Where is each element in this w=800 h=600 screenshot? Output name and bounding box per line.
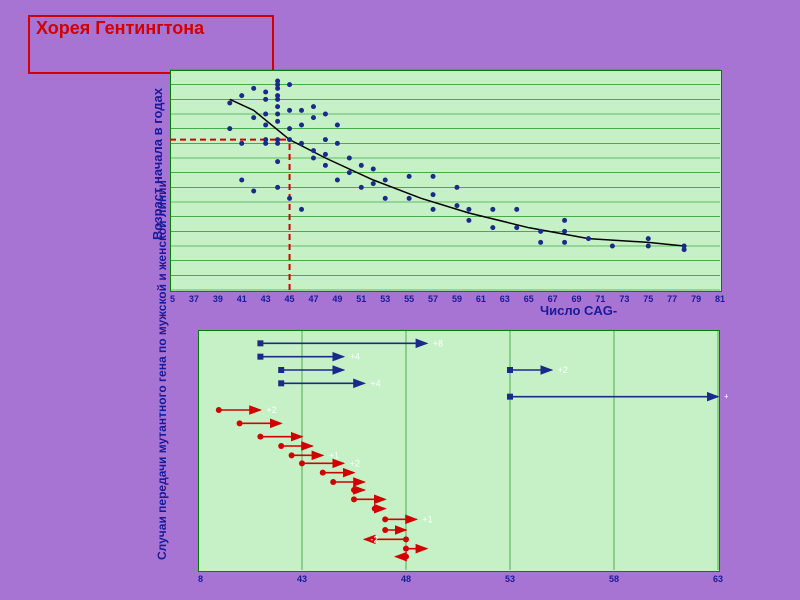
svg-text:49: 49 xyxy=(332,294,342,304)
svg-text:45: 45 xyxy=(285,294,295,304)
svg-text:51: 51 xyxy=(356,294,366,304)
svg-text:38: 38 xyxy=(198,574,203,584)
svg-text:43: 43 xyxy=(297,574,307,584)
top-xlabel: Число CAG- xyxy=(540,303,617,318)
svg-text:57: 57 xyxy=(428,294,438,304)
svg-text:55: 55 xyxy=(404,294,414,304)
svg-text:63: 63 xyxy=(713,574,723,584)
top-chart-svg: 0481216202428323640444852566035373941434… xyxy=(170,66,730,306)
svg-text:53: 53 xyxy=(380,294,390,304)
svg-text:59: 59 xyxy=(452,294,462,304)
svg-text:41: 41 xyxy=(237,294,247,304)
page-title: Хорея Гентингтона xyxy=(36,18,204,38)
svg-text:+1: +1 xyxy=(329,450,339,460)
bottom-ylabel: Случаи передачи мутантного гена по мужск… xyxy=(155,180,169,560)
svg-text:+1: +1 xyxy=(422,514,432,524)
svg-text:79: 79 xyxy=(691,294,701,304)
bottom-chart-svg: 38 43 48 53 58 63 +8 +4 +4 +2 +9 +2 +1 +2 +1 -2 xyxy=(198,330,728,590)
svg-text:+2: +2 xyxy=(266,405,276,415)
svg-text:53: 53 xyxy=(505,574,515,584)
svg-text:43: 43 xyxy=(261,294,271,304)
svg-text:35: 35 xyxy=(170,294,175,304)
svg-text:+8: +8 xyxy=(433,338,443,348)
svg-text:61: 61 xyxy=(476,294,486,304)
svg-text:58: 58 xyxy=(609,574,619,584)
svg-text:77: 77 xyxy=(667,294,677,304)
svg-text:63: 63 xyxy=(500,294,510,304)
svg-text:39: 39 xyxy=(213,294,223,304)
svg-text:+4: +4 xyxy=(350,352,360,362)
svg-text:81: 81 xyxy=(715,294,725,304)
svg-text:65: 65 xyxy=(524,294,534,304)
svg-text:+4: +4 xyxy=(370,378,380,388)
svg-text:73: 73 xyxy=(619,294,629,304)
svg-text:+9: +9 xyxy=(724,392,728,402)
svg-text:37: 37 xyxy=(189,294,199,304)
svg-text:+2: +2 xyxy=(350,458,360,468)
svg-text:75: 75 xyxy=(643,294,653,304)
svg-text:47: 47 xyxy=(308,294,318,304)
svg-text:-2: -2 xyxy=(370,534,378,544)
svg-text:+2: +2 xyxy=(558,365,568,375)
svg-text:48: 48 xyxy=(401,574,411,584)
